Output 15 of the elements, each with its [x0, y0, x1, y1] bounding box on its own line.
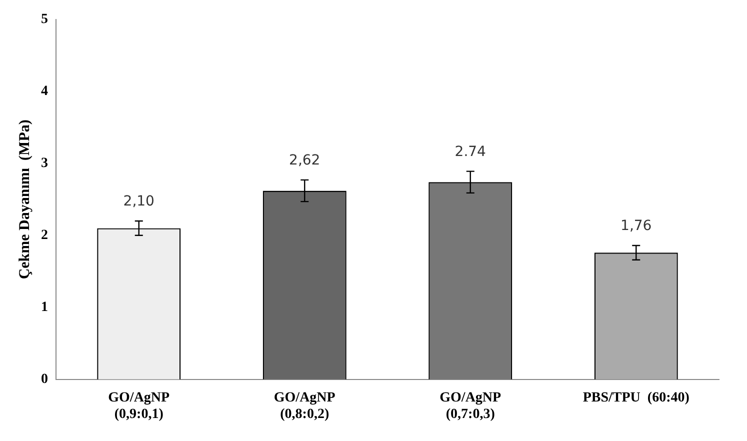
data-label: 2,10: [123, 194, 154, 210]
y-tick-label: 3: [41, 156, 48, 172]
data-label: 2,62: [289, 152, 320, 169]
y-tick-label: 4: [41, 84, 48, 100]
y-tick-label: 1: [41, 300, 48, 316]
x-tick-label: GO/AgNP (0,7:0,3): [440, 390, 502, 422]
y-axis-title: Çekme Dayanımı (MPa): [16, 120, 33, 280]
y-tick-label: 2: [41, 228, 48, 244]
x-tick-label: GO/AgNP (0,8:0,2): [274, 390, 336, 422]
x-tick-label: GO/AgNP (0,9:0,1): [108, 390, 170, 422]
y-tick-label: 0: [41, 372, 48, 388]
y-tick-label: 5: [41, 12, 48, 28]
data-label: 2.74: [454, 144, 486, 160]
data-label: 1,76: [620, 218, 652, 234]
x-tick-label: PBS/TPU (60:40): [582, 390, 690, 406]
